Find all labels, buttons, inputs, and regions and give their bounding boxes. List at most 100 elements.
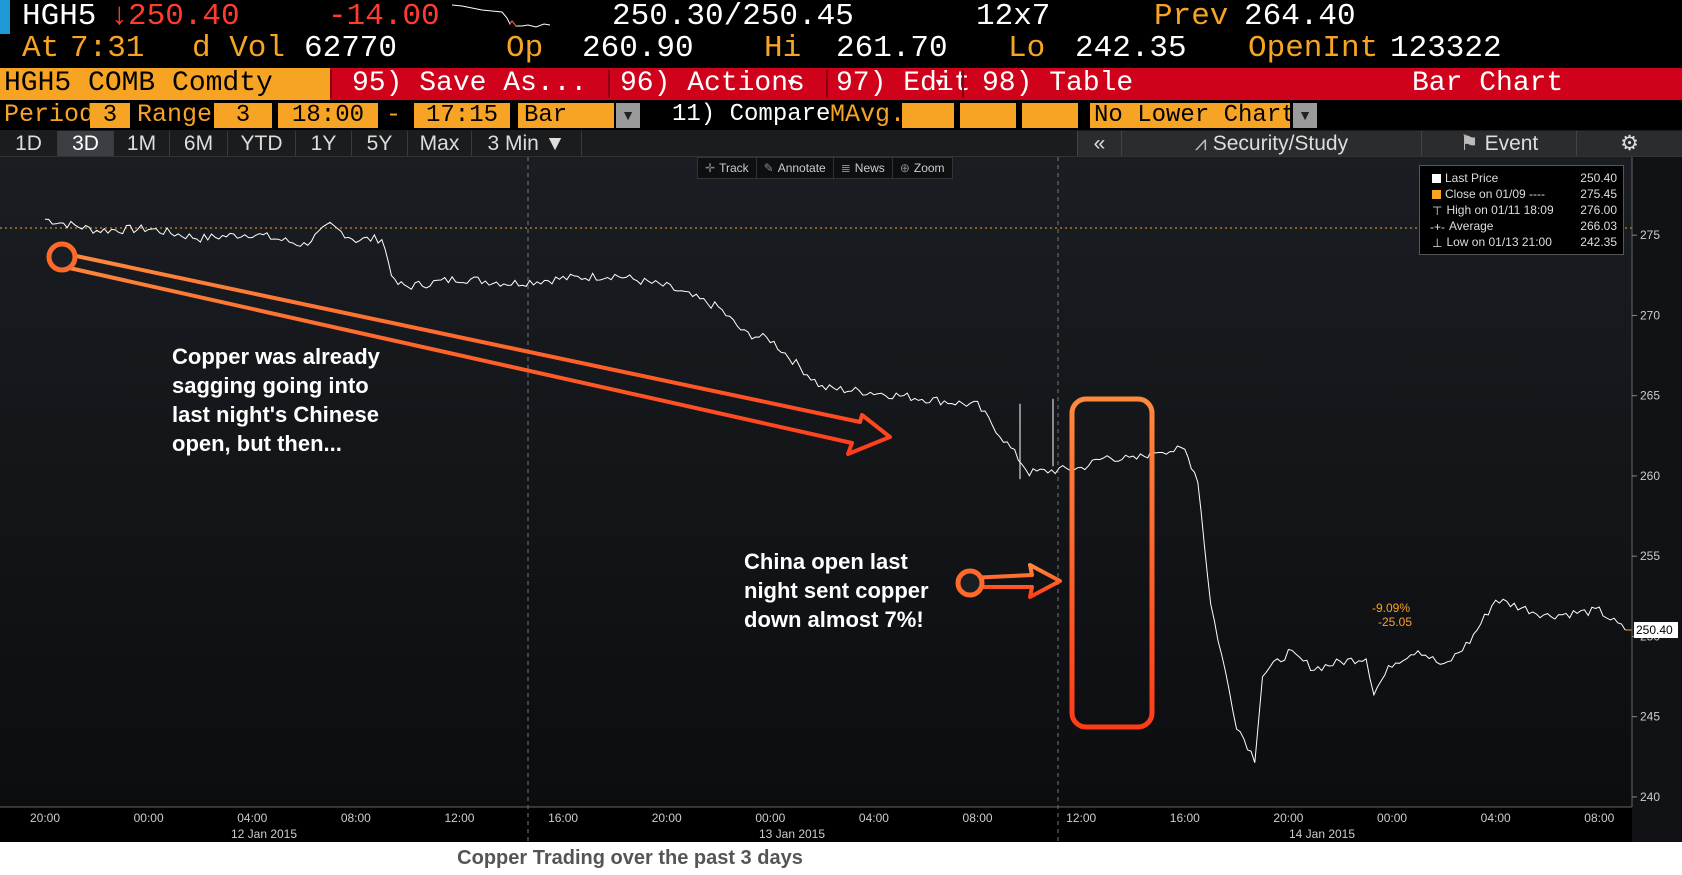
price-chart[interactable]: 24024525025526026527027520:0000:0004:000… — [0, 157, 1682, 842]
mavg-field-3[interactable] — [1022, 103, 1078, 128]
abs-change-label: -25.05 — [1378, 615, 1412, 629]
net-change: -14.00 — [328, 0, 440, 34]
down-arrow-icon: ↓ — [110, 0, 129, 34]
security-field[interactable]: HGH5 COMB Comdty — [0, 68, 330, 100]
tab-5y[interactable]: 5Y — [352, 131, 408, 156]
y-tick-label: 245 — [1640, 710, 1660, 724]
low-value: 242.35 — [1075, 31, 1187, 66]
news-icon: ≣ — [840, 161, 851, 175]
date-label: 12 Jan 2015 — [231, 827, 297, 841]
track-button[interactable]: ✛ Track — [698, 158, 757, 178]
track-label: Track — [719, 161, 749, 175]
date-label: 14 Jan 2015 — [1289, 827, 1355, 841]
event-button[interactable]: ⚑ Event — [1421, 131, 1576, 156]
date-label: 13 Jan 2015 — [759, 827, 825, 841]
command-bar: HGH5 COMB Comdty 95) Save As... 96) Acti… — [0, 68, 1682, 100]
collapse-icon[interactable]: « — [1077, 131, 1121, 156]
legend-value: 266.03 — [1580, 219, 1617, 233]
edit-caret-icon[interactable]: ▾ — [934, 74, 945, 94]
bid-ask: 250.30/250.45 — [612, 0, 854, 34]
mavg-label: MAvg. — [830, 100, 906, 129]
gear-icon[interactable]: ⚙ — [1576, 131, 1682, 156]
prev-value: 264.40 — [1244, 0, 1356, 34]
tab-1y[interactable]: 1Y — [296, 131, 352, 156]
range-dash: - — [386, 100, 402, 129]
tab-max[interactable]: Max — [408, 131, 472, 156]
annotate-button[interactable]: ✎ Annotate — [757, 158, 834, 178]
x-tick-label: 20:00 — [30, 811, 60, 825]
low-marker-icon: ⊥ — [1432, 236, 1443, 250]
tab-ytd[interactable]: YTD — [228, 131, 296, 156]
x-tick-label: 12:00 — [1066, 811, 1096, 825]
chart-icon: ⩘ — [1194, 132, 1207, 155]
start-time-field[interactable]: 18:00 — [278, 103, 378, 128]
annotation-line: sagging going into — [172, 373, 369, 398]
x-tick-label: 08:00 — [963, 811, 993, 825]
separator — [330, 70, 332, 98]
flag-icon: ⚑ — [1459, 132, 1479, 155]
tab-3min-dropdown[interactable]: 3 Min ▼ — [472, 131, 582, 156]
save-as-button[interactable]: 95) Save As... — [352, 68, 588, 99]
security-study-label: Security/Study — [1212, 132, 1349, 155]
zoom-button[interactable]: ⊕ Zoom — [893, 158, 952, 178]
tab-6m[interactable]: 6M — [170, 131, 228, 156]
tab-3d[interactable]: 3D — [58, 131, 114, 156]
tab-1d[interactable]: 1D — [0, 131, 58, 156]
annotation-arrow — [54, 251, 892, 456]
mavg-field-1[interactable] — [902, 103, 954, 128]
average-marker-icon: -+- — [1430, 220, 1445, 234]
legend-row: Last Price 250.40 — [1426, 170, 1617, 186]
security-study-button[interactable]: ⩘ Security/Study — [1121, 131, 1421, 156]
legend-row: ⊥ Low on 01/13 21:00 242.35 — [1426, 234, 1617, 250]
legend-swatch — [1432, 190, 1441, 199]
end-time-field[interactable]: 17:15 — [414, 103, 510, 128]
open-label: Op — [506, 31, 544, 66]
zoom-label: Zoom — [913, 161, 945, 175]
openint-label: OpenInt — [1248, 31, 1379, 66]
actions-caret-icon[interactable]: ▾ — [786, 74, 797, 94]
x-tick-label: 04:00 — [859, 811, 889, 825]
edit-button[interactable]: 97) Edit — [836, 68, 971, 99]
event-label: Event — [1484, 132, 1539, 155]
lower-chart-select[interactable]: No Lower Chart — [1090, 103, 1296, 128]
x-tick-label: 00:00 — [1377, 811, 1407, 825]
x-tick-label: 16:00 — [548, 811, 578, 825]
ticker: HGH5 — [22, 0, 97, 34]
legend-label: Low on 01/13 21:00 — [1446, 235, 1552, 249]
prev-label: Prev — [1154, 0, 1229, 34]
last-price: 250.40 — [128, 0, 240, 34]
range-label: Range — [137, 100, 213, 129]
quote-header: HGH5 ↓ 250.40 -14.00 250.30/250.45 12x7 … — [0, 0, 1682, 68]
vol-value: 62770 — [304, 31, 398, 66]
compare-button[interactable]: 11) Compare — [672, 101, 831, 128]
crosshair-icon: ✛ — [705, 161, 716, 175]
mavg-field-2[interactable] — [960, 103, 1016, 128]
period-field[interactable]: 3 — [90, 103, 130, 128]
annotate-label: Annotate — [777, 161, 826, 175]
y-tick-label: 270 — [1640, 308, 1660, 322]
high-label: Hi — [764, 31, 802, 66]
actions-button[interactable]: 96) Actions — [620, 68, 805, 99]
highlight-box — [1069, 396, 1155, 730]
range-tabs: 1D 3D 1M 6M YTD 1Y 5Y Max 3 Min ▼ « ⩘ Sec… — [0, 130, 1682, 157]
y-tick-label: 255 — [1640, 549, 1660, 563]
legend-swatch — [1432, 174, 1441, 183]
parameter-bar: Period 3 Range 3 18:00 - 17:15 Bar ▼ 11)… — [0, 100, 1682, 130]
tab-1m[interactable]: 1M — [114, 131, 170, 156]
quote-marker — [0, 0, 10, 34]
annotation-line: night sent copper — [744, 578, 929, 603]
lower-chart-dropdown-icon[interactable]: ▼ — [1293, 103, 1317, 128]
chart-type-dropdown-icon[interactable]: ▼ — [616, 103, 640, 128]
separator — [608, 70, 610, 98]
range-field[interactable]: 3 — [214, 103, 272, 128]
annotation-sagging: Copper was already sagging going into la… — [172, 342, 380, 458]
separator — [962, 70, 964, 98]
table-button[interactable]: 98) Table — [982, 68, 1134, 99]
last-price-badge-label: 250.40 — [1636, 623, 1673, 637]
low-label: Lo — [1008, 31, 1046, 66]
chart-type-select[interactable]: Bar — [518, 103, 614, 128]
news-button[interactable]: ≣ News — [834, 158, 893, 178]
annotation-line: China open last — [744, 549, 908, 574]
high-value: 261.70 — [836, 31, 948, 66]
separator — [826, 70, 828, 98]
